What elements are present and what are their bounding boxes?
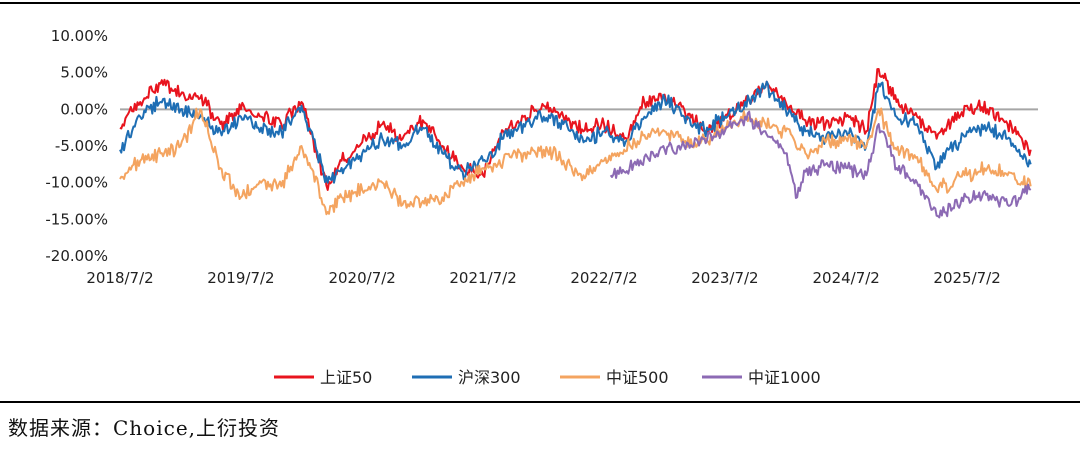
x-tick-label: 2024/7/2 (812, 269, 879, 287)
series-line (609, 110, 1032, 219)
x-tick-label: 2022/7/2 (570, 269, 637, 287)
legend-label: 中证1000 (748, 368, 821, 387)
bottom-rule (0, 401, 1080, 403)
series-line (119, 68, 1032, 191)
legend-label: 上证50 (320, 368, 372, 387)
y-axis-tick-labels: 10.00% 5.00% 0.00% -5.00% -10.00% -15.00% -20.… (45, 27, 108, 265)
source-note: 数据来源：Choice,上衍投资 (8, 416, 281, 440)
y-tick-label: -10.00% (45, 174, 108, 192)
series-line (119, 80, 1032, 184)
x-tick-label: 2018/7/2 (86, 269, 153, 287)
legend: 上证50 沪深300 中证500 中证1000 (274, 368, 821, 387)
legend-label: 沪深300 (458, 368, 521, 387)
x-tick-label: 2020/7/2 (328, 269, 395, 287)
y-tick-label: 10.00% (51, 27, 108, 45)
y-tick-label: -5.00% (55, 137, 108, 155)
series-lines (119, 68, 1032, 219)
x-tick-label: 2023/7/2 (691, 269, 758, 287)
y-tick-label: -20.00% (45, 247, 108, 265)
line-chart: 10.00% 5.00% 0.00% -5.00% -10.00% -15.00% -20.… (45, 27, 1038, 387)
top-rule (0, 2, 1080, 4)
x-tick-label: 2021/7/2 (449, 269, 516, 287)
y-tick-label: -15.00% (45, 210, 108, 228)
legend-label: 中证500 (606, 368, 669, 387)
x-tick-label: 2025/7/2 (933, 269, 1000, 287)
y-tick-label: 0.00% (60, 100, 108, 118)
x-tick-label: 2019/7/2 (207, 269, 274, 287)
x-axis-tick-labels: 2018/7/2 2019/7/2 2020/7/2 2021/7/2 2022/7/2… (86, 269, 1000, 287)
series-line (119, 107, 1032, 216)
y-tick-label: 5.00% (60, 64, 108, 82)
